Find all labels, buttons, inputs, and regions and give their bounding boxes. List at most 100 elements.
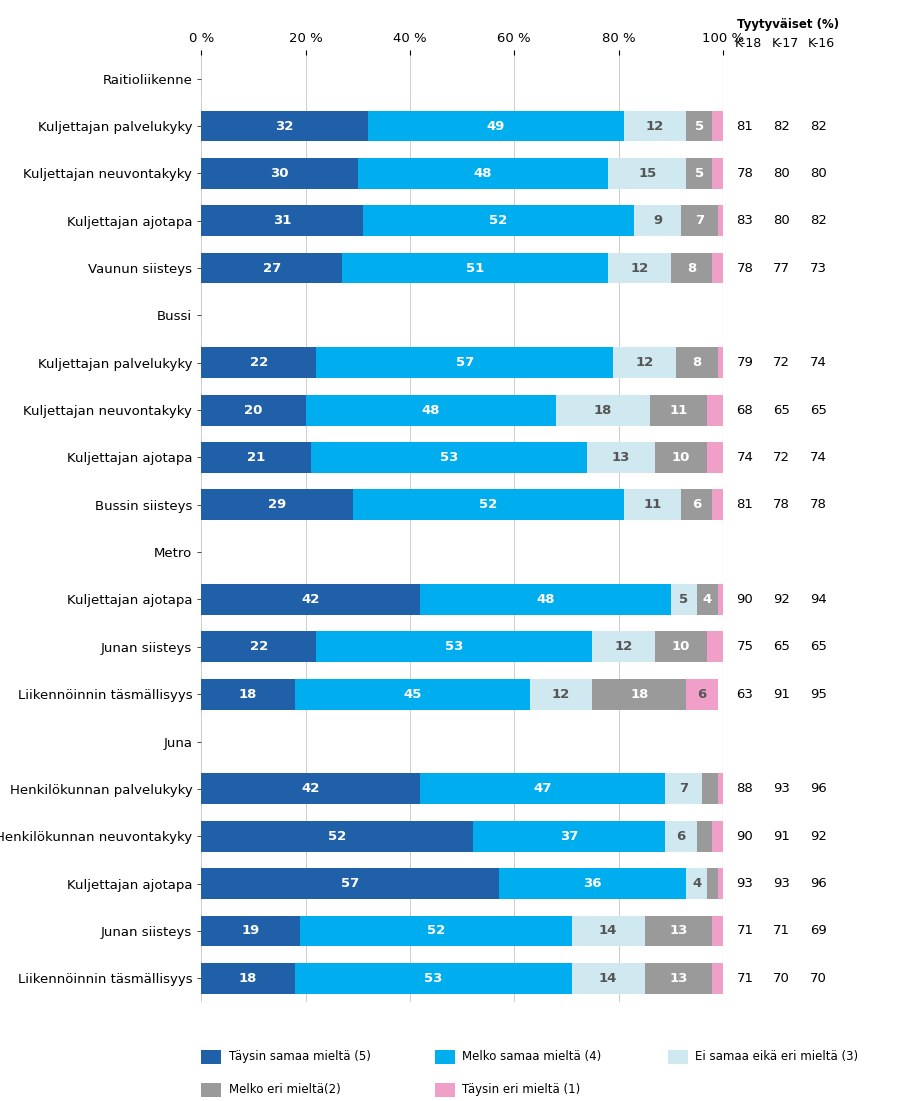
Text: 69: 69 — [810, 925, 826, 937]
Text: 68: 68 — [737, 404, 753, 416]
Text: 48: 48 — [536, 593, 554, 606]
Text: 21: 21 — [247, 451, 265, 464]
Bar — [697, 821, 713, 851]
Bar — [472, 821, 665, 851]
Text: 47: 47 — [533, 783, 552, 795]
Text: 22: 22 — [250, 357, 268, 369]
Text: Täysin eri mieltä (1): Täysin eri mieltä (1) — [462, 1083, 580, 1097]
Text: 81: 81 — [737, 499, 753, 511]
Text: 6: 6 — [697, 688, 706, 700]
Text: 82: 82 — [773, 120, 790, 132]
Text: 80: 80 — [773, 215, 790, 227]
Bar — [572, 916, 644, 946]
Bar — [593, 632, 655, 662]
Text: 37: 37 — [560, 830, 578, 842]
Text: 48: 48 — [474, 167, 492, 179]
Text: 96: 96 — [810, 877, 826, 890]
Text: 6: 6 — [676, 830, 685, 842]
Text: 94: 94 — [810, 593, 826, 606]
Bar — [201, 585, 420, 614]
Bar — [650, 395, 707, 425]
Bar — [306, 395, 556, 425]
Bar — [420, 774, 665, 804]
Bar — [713, 159, 723, 188]
Bar — [201, 395, 306, 425]
Text: 12: 12 — [615, 641, 633, 653]
Bar — [665, 774, 702, 804]
Text: 93: 93 — [773, 783, 790, 795]
Text: 71: 71 — [737, 925, 754, 937]
Text: 5: 5 — [679, 593, 688, 606]
Bar — [499, 869, 686, 898]
Text: 15: 15 — [638, 167, 656, 179]
Text: 29: 29 — [268, 499, 286, 511]
Bar — [686, 679, 717, 709]
Bar — [624, 490, 681, 520]
Bar — [201, 159, 358, 188]
Text: 53: 53 — [445, 641, 463, 653]
Text: 18: 18 — [239, 972, 257, 984]
Bar — [201, 916, 300, 946]
Bar — [201, 111, 368, 141]
Bar — [665, 821, 697, 851]
Text: 92: 92 — [810, 830, 826, 842]
Text: 42: 42 — [302, 593, 320, 606]
Bar — [608, 159, 686, 188]
Text: 73: 73 — [810, 262, 827, 274]
Text: 75: 75 — [737, 641, 754, 653]
Bar — [713, 253, 723, 283]
Text: K-16: K-16 — [808, 36, 835, 50]
Bar — [201, 869, 499, 898]
Text: 12: 12 — [636, 357, 653, 369]
Text: 18: 18 — [630, 688, 649, 700]
Text: 9: 9 — [653, 215, 662, 227]
Text: 71: 71 — [773, 925, 791, 937]
Text: 8: 8 — [692, 357, 702, 369]
Bar — [201, 679, 296, 709]
Bar — [717, 774, 723, 804]
Bar — [368, 111, 624, 141]
Text: 90: 90 — [737, 593, 753, 606]
Text: 53: 53 — [440, 451, 458, 464]
Text: 4: 4 — [692, 877, 702, 890]
Text: 36: 36 — [583, 877, 602, 890]
Text: 77: 77 — [773, 262, 791, 274]
Text: Melko eri mieltä(2): Melko eri mieltä(2) — [229, 1083, 340, 1097]
Text: Tyytyväiset (%): Tyytyväiset (%) — [737, 18, 839, 31]
Text: 13: 13 — [670, 925, 688, 937]
Text: 81: 81 — [737, 120, 753, 132]
Text: 48: 48 — [422, 404, 440, 416]
Bar — [358, 159, 608, 188]
Bar — [296, 679, 530, 709]
Bar — [572, 963, 644, 993]
Text: 91: 91 — [773, 688, 790, 700]
Text: 51: 51 — [466, 262, 484, 274]
Bar — [686, 869, 707, 898]
Bar — [608, 253, 671, 283]
Text: 96: 96 — [810, 783, 826, 795]
Bar — [634, 206, 681, 236]
Bar — [363, 206, 634, 236]
Bar — [671, 253, 713, 283]
Text: 65: 65 — [810, 404, 826, 416]
Bar — [201, 774, 420, 804]
Text: Täysin samaa mieltä (5): Täysin samaa mieltä (5) — [229, 1050, 371, 1064]
Text: 18: 18 — [239, 688, 257, 700]
Text: 10: 10 — [672, 641, 690, 653]
Text: 92: 92 — [773, 593, 790, 606]
Text: Melko samaa mieltä (4): Melko samaa mieltä (4) — [462, 1050, 601, 1064]
Text: 80: 80 — [773, 167, 790, 179]
Bar — [300, 916, 572, 946]
Text: 90: 90 — [737, 830, 753, 842]
Bar — [530, 679, 593, 709]
Bar — [316, 632, 593, 662]
Text: 78: 78 — [737, 262, 753, 274]
Bar — [717, 869, 723, 898]
Text: K-17: K-17 — [771, 36, 799, 50]
Text: 70: 70 — [810, 972, 826, 984]
Bar — [655, 632, 707, 662]
Text: 88: 88 — [737, 783, 753, 795]
Bar — [707, 869, 717, 898]
Bar — [593, 679, 686, 709]
Text: 53: 53 — [425, 972, 443, 984]
